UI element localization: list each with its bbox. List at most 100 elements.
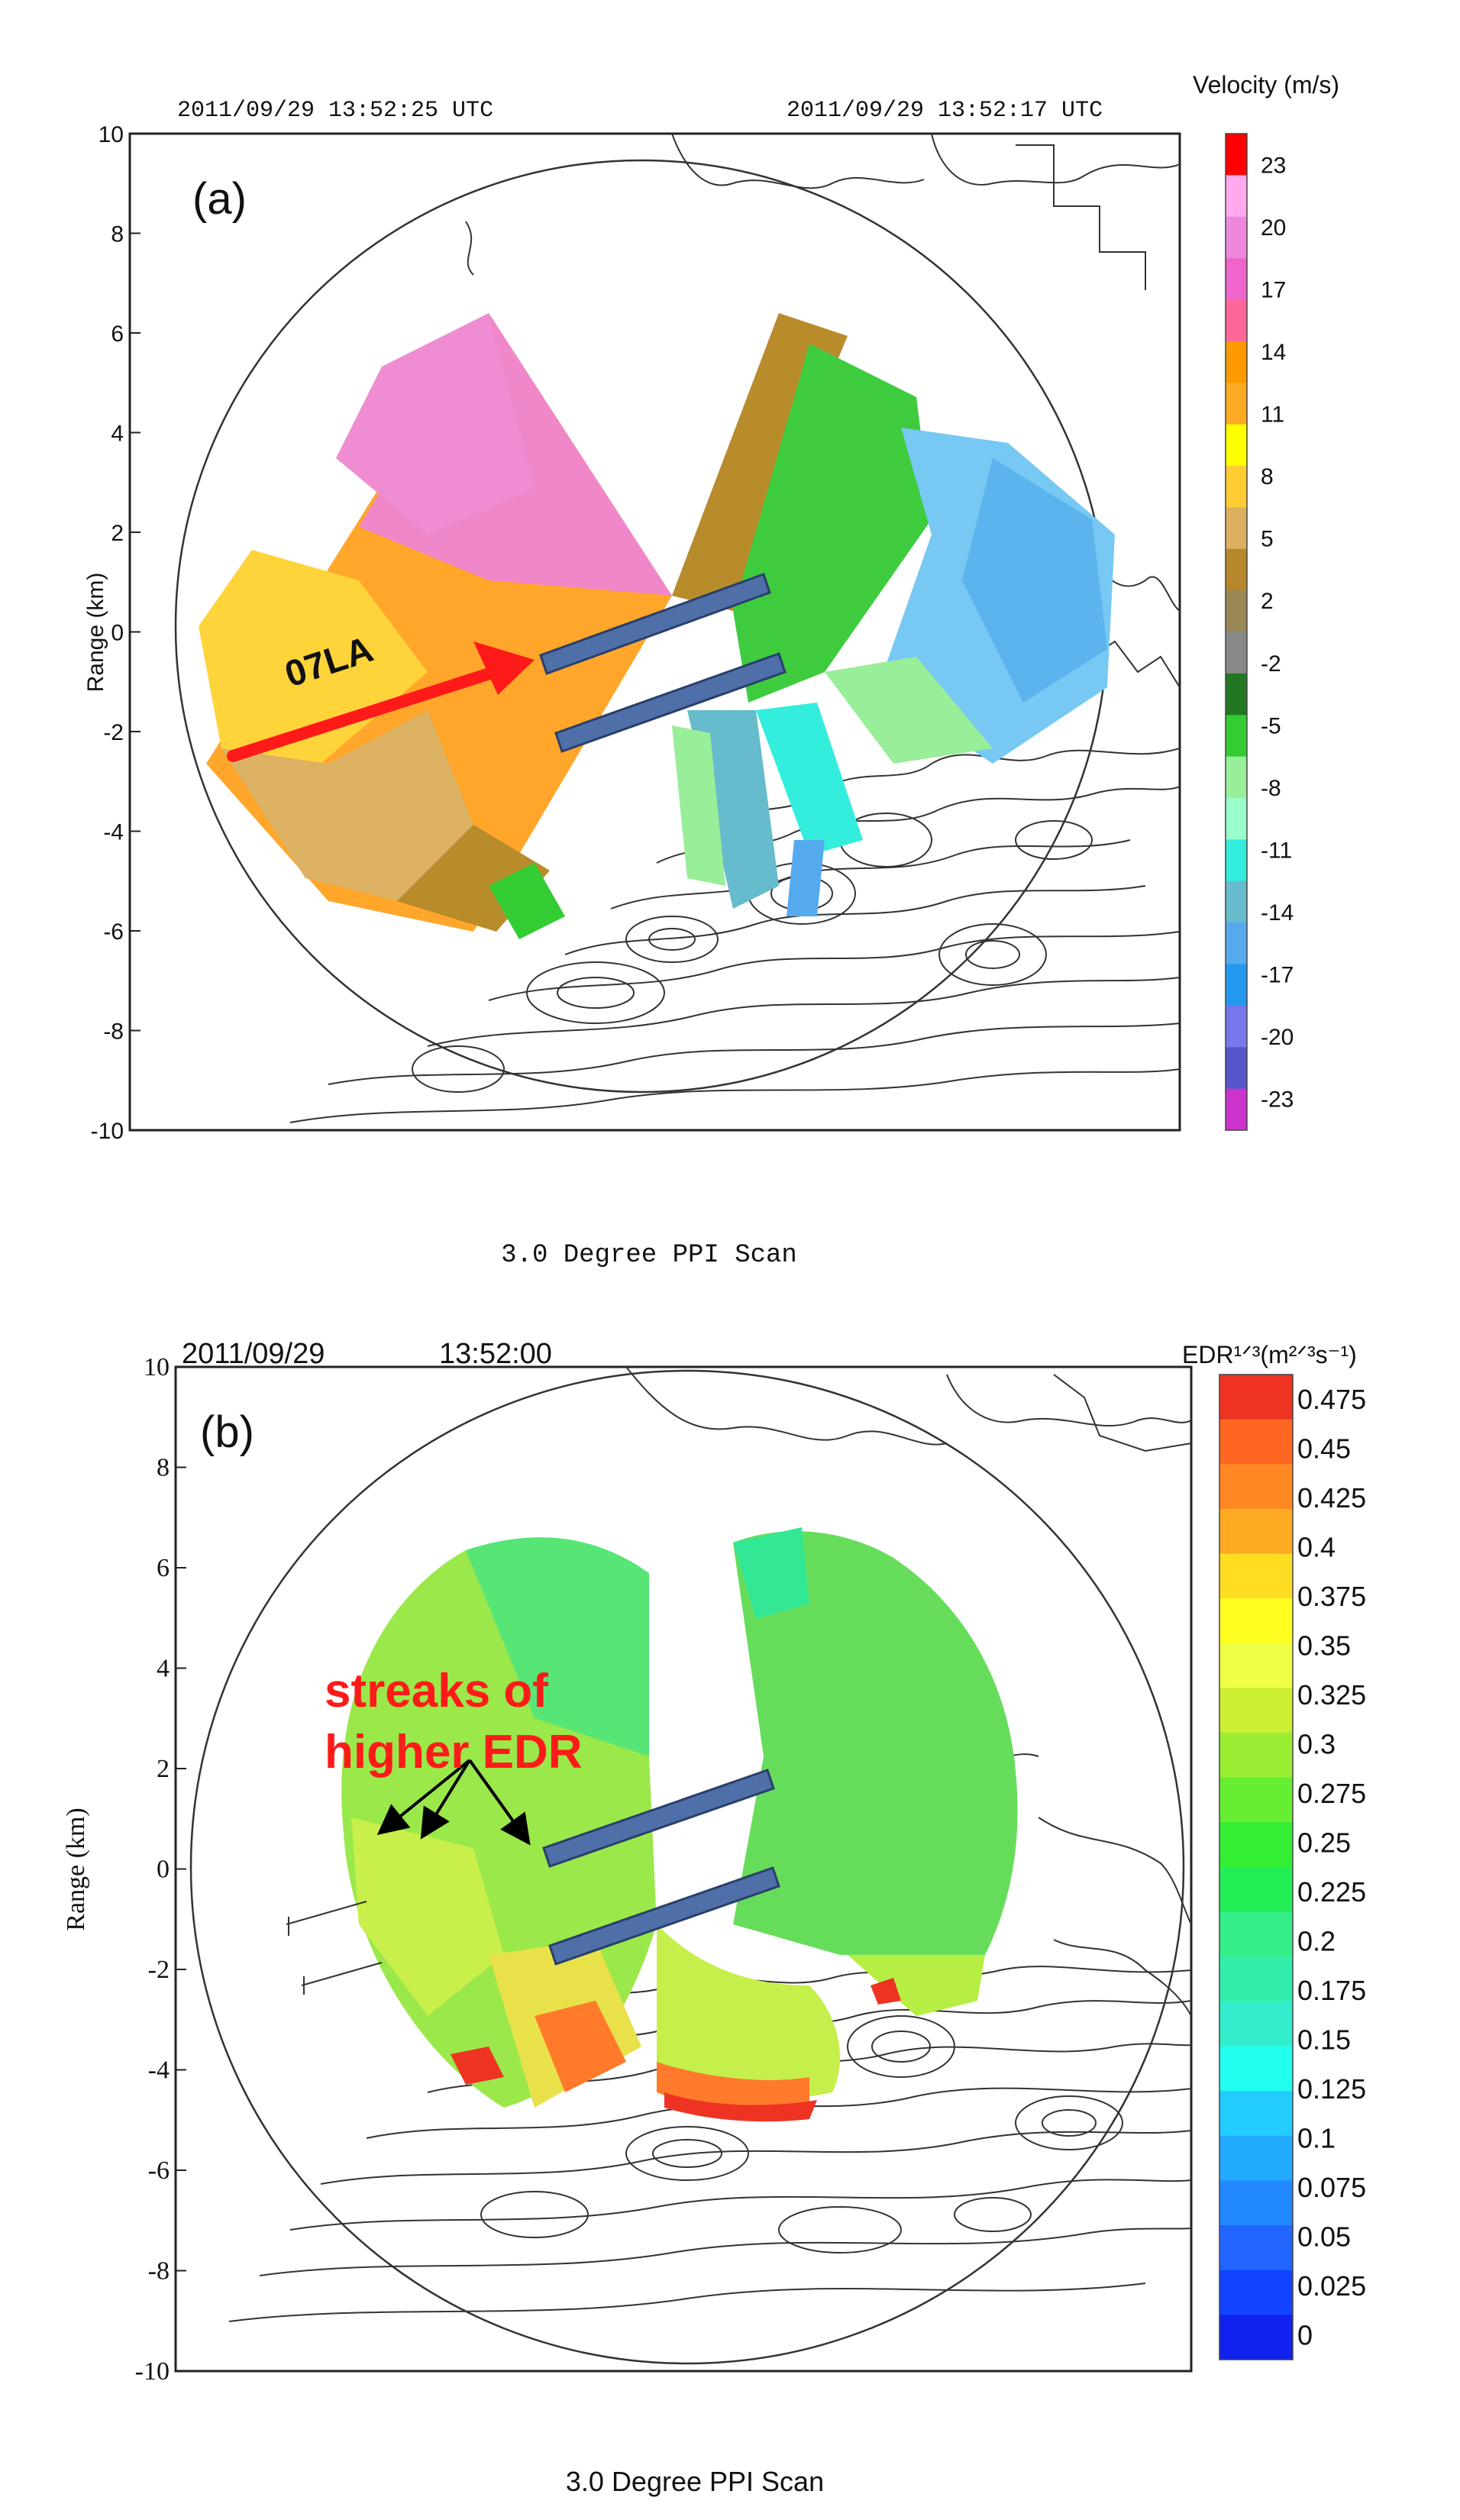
colorbar-swatch: [1219, 1777, 1293, 1823]
colorbar-label: 0.4: [1297, 1531, 1336, 1562]
colorbar-swatch: [1226, 134, 1247, 176]
ytick-label: -4: [148, 2056, 170, 2085]
panel-b-yticks: 10 8 6 4 2 0 -2 -4 -6 -8 -10: [135, 1353, 186, 2386]
panel-b-colorbar: 0.475 0.45 0.425 0.4 0.375 0.35 0.325 0.3 0.275 0…: [1219, 1374, 1366, 2360]
panel-a-runway-arrow-head: [473, 641, 535, 695]
colorbar-swatch: [1219, 1867, 1293, 1913]
ytick-label: 4: [157, 1655, 170, 1683]
colorbar-swatch: [1226, 507, 1247, 550]
panel-a-runway-bars: [539, 573, 787, 753]
colorbar-swatch: [1219, 1733, 1293, 1779]
colorbar-label: 8: [1261, 464, 1274, 489]
panel-b-time: 13:52:00: [439, 1338, 552, 1370]
colorbar-swatch: [1219, 2180, 1293, 2226]
panel-b-ylabel: Range (km): [62, 1808, 90, 1930]
colorbar-label: -20: [1261, 1025, 1294, 1050]
colorbar-swatch: [1219, 1688, 1293, 1733]
colorbar-swatch: [1226, 341, 1247, 383]
colorbar-swatch: [1226, 715, 1247, 758]
colorbar-swatch: [1219, 1375, 1293, 1420]
colorbar-swatch: [1226, 1088, 1247, 1131]
panel-a-yticks: 10 8 6 4 2 0 -2 -4 -6 -8 -10: [91, 122, 141, 1144]
ytick-label: -2: [148, 1956, 170, 1984]
panel-a-velocity-sectors: [199, 313, 1115, 939]
colorbar-label: 0.425: [1297, 1482, 1366, 1514]
colorbar-label: 0.25: [1297, 1827, 1351, 1858]
ytick-label: 8: [157, 1454, 170, 1482]
ytick-label: 2: [111, 521, 124, 546]
colorbar-label: 0.45: [1297, 1433, 1351, 1464]
colorbar-swatch: [1226, 673, 1247, 716]
colorbar-swatch: [1219, 2001, 1293, 2047]
panel-a-timestamp-left: 2011/09/29 13:52:25 UTC: [177, 98, 493, 124]
colorbar-label: 0.275: [1297, 1778, 1366, 1809]
colorbar-frame: [1219, 1374, 1294, 2360]
panel-b-range-ring-ticks: [286, 1901, 383, 1995]
colorbar-swatch: [1219, 1464, 1293, 1510]
colorbar-label: 2: [1261, 589, 1274, 614]
ytick-label: 10: [99, 122, 124, 147]
colorbar-label: -17: [1261, 963, 1294, 988]
panel-b-annotation-line-1: streaks of: [325, 1665, 548, 1717]
colorbar-label: 0: [1297, 2319, 1313, 2350]
colorbar-swatch: [1219, 2225, 1293, 2271]
ytick-label: -10: [135, 2357, 170, 2386]
ytick-label: 4: [111, 422, 124, 447]
colorbar-label: 0.375: [1297, 1581, 1366, 1612]
colorbar-label: 20: [1261, 215, 1286, 241]
colorbar-label: 0.225: [1297, 1876, 1366, 1908]
ytick-label: 0: [111, 621, 124, 646]
colorbar-swatch: [1226, 383, 1247, 425]
colorbar-label: -2: [1261, 651, 1281, 677]
colorbar-label: 5: [1261, 527, 1274, 552]
panel-b-label: (b): [200, 1407, 254, 1457]
colorbar-label: 0.1: [1297, 2122, 1336, 2153]
colorbar-label: 0.15: [1297, 2024, 1351, 2055]
panel-a-colorbar: 23 20 17 14 11 8 5 2 -2 -5 -8 -11 -14 -17 -20 -23: [1225, 133, 1294, 1131]
colorbar-label: 0.475: [1297, 1384, 1366, 1415]
panel-a-ylabel: Range (km): [83, 573, 108, 693]
colorbar-label: 23: [1261, 153, 1286, 178]
colorbar-label: 0.3: [1297, 1728, 1336, 1759]
panel-b-range-circle: [189, 1369, 1185, 2365]
colorbar-label: -11: [1261, 838, 1292, 863]
colorbar-swatch: [1219, 1643, 1293, 1688]
colorbar-label: 0.025: [1297, 2270, 1366, 2302]
colorbar-swatch: [1219, 1419, 1293, 1465]
panel-b-edr-sectors: [341, 1527, 1018, 2122]
ytick-label: 0: [157, 1856, 170, 1884]
panel-a-terrain-contours: [289, 134, 1180, 1123]
colorbar-swatch: [1226, 548, 1247, 591]
colorbar-swatch: [1226, 299, 1247, 342]
colorbar-swatch: [1219, 1822, 1293, 1868]
colorbar-swatch: [1219, 1508, 1293, 1555]
colorbar-swatch: [1226, 1005, 1247, 1048]
colorbar-label: 0.325: [1297, 1679, 1366, 1711]
panel-b-annotation-line-2: higher EDR: [325, 1726, 583, 1779]
colorbar-swatch: [1226, 258, 1247, 300]
panel-b-colorbar-title: EDR¹ᐟ³(m²ᐟ³s⁻¹): [1182, 1341, 1357, 1368]
colorbar-swatch: [1226, 798, 1247, 840]
colorbar-label: -8: [1261, 776, 1281, 801]
colorbar-swatch: [1226, 466, 1247, 508]
ytick-label: -8: [103, 1019, 124, 1045]
panel-b-streak-arrows: [376, 1759, 531, 1846]
colorbar-label: 11: [1261, 402, 1284, 428]
ytick-label: 6: [111, 321, 124, 347]
colorbar-swatch: [1219, 1553, 1293, 1599]
panel-b-scan-caption: 3.0 Degree PPI Scan: [566, 2466, 824, 2497]
colorbar-swatch: [1219, 2091, 1293, 2137]
colorbar-swatch: [1219, 1911, 1293, 1957]
colorbar-swatch: [1226, 839, 1247, 882]
panel-a: 2011/09/29 13:52:25 UTC 2011/09/29 13:52…: [83, 71, 1339, 1270]
ytick-label: 6: [157, 1554, 170, 1582]
ytick-label: 8: [111, 222, 124, 247]
colorbar-label: -14: [1261, 900, 1294, 926]
ytick-label: -10: [91, 1119, 124, 1144]
ytick-label: -6: [148, 2157, 170, 2185]
colorbar-frame: [1225, 133, 1248, 1131]
colorbar-label: -5: [1261, 713, 1281, 738]
colorbar-swatch: [1226, 590, 1247, 632]
colorbar-label: 0.05: [1297, 2221, 1351, 2252]
colorbar-swatch: [1219, 2046, 1293, 2092]
